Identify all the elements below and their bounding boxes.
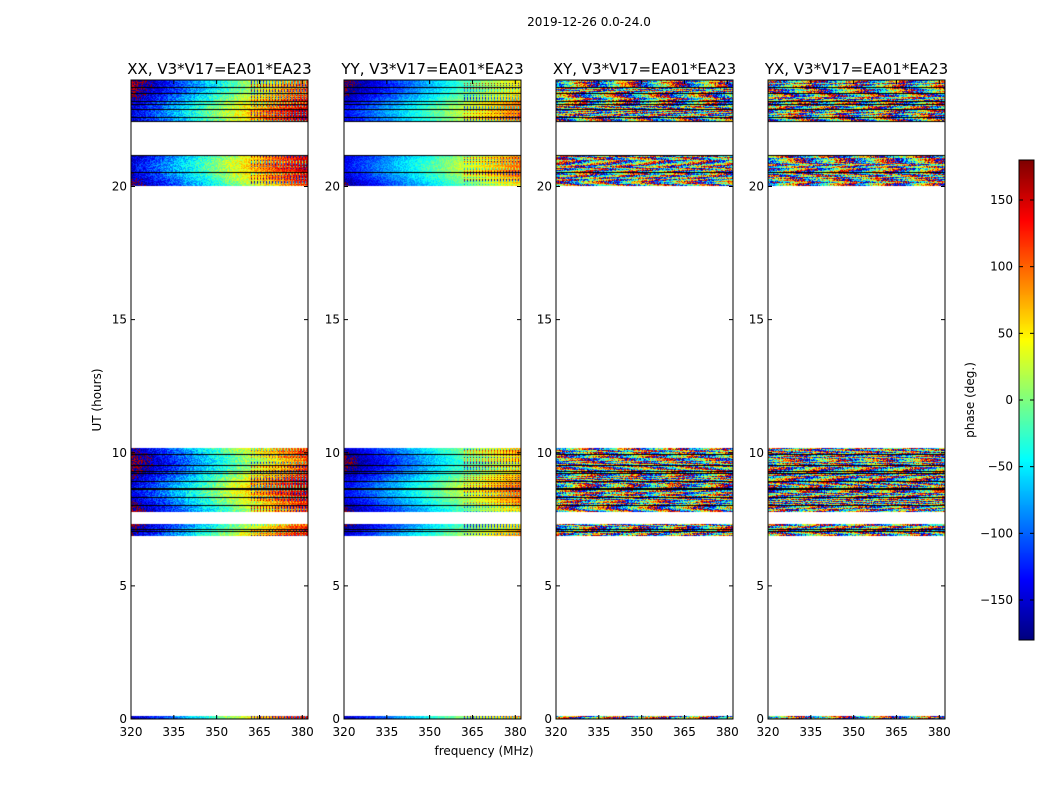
x-tick-label: 335 [375, 725, 398, 739]
x-axis-label: frequency (MHz) [434, 744, 533, 758]
colorbar-tick-label: 0 [1005, 393, 1013, 407]
colorbar-tick-label: 100 [990, 260, 1013, 274]
colorbar-tick-label: 150 [990, 193, 1013, 207]
x-tick-label: 335 [799, 725, 822, 739]
panel-2: YY, V3*V17=EA01*EA23 320 335 350 365 380 0 5 10 1… [325, 60, 527, 739]
panel-3: XY, V3*V17=EA01*EA23 320 335 350 365 380 0 5 10 1… [537, 60, 739, 739]
colorbar-tick-label: 50 [998, 326, 1013, 340]
panel-1-title: XX, V3*V17=EA01*EA23 [127, 60, 311, 78]
x-tick-label: 380 [291, 725, 314, 739]
colorbar-label: phase (deg.) [963, 362, 977, 438]
y-tick-label: 20 [749, 180, 764, 194]
y-axis-label: UT (hours) [90, 368, 104, 431]
x-tick-label: 365 [248, 725, 271, 739]
y-tick-label: 0 [119, 712, 127, 726]
panel-4-phase-image [768, 80, 945, 719]
y-tick-label: 5 [119, 579, 127, 593]
colorbar: 150 100 50 0 −50 −100 −150 phase (deg.) [963, 159, 1035, 641]
y-tick-label: 15 [749, 313, 764, 327]
panel-1: XX, V3*V17=EA01*EA23 320 335 350 365 380 0 5 10 1… [112, 60, 314, 739]
figure-suptitle: 2019-12-26 0.0-24.0 [527, 15, 651, 29]
y-tick-label: 20 [325, 180, 340, 194]
x-tick-label: 335 [587, 725, 610, 739]
panel-2-title: YY, V3*V17=EA01*EA23 [340, 60, 523, 78]
y-tick-label: 10 [325, 446, 340, 460]
colorbar-tick-label: −150 [980, 593, 1013, 607]
y-tick-label: 10 [537, 446, 552, 460]
y-tick-label: 5 [544, 579, 552, 593]
panel-1-frame [130, 79, 309, 720]
x-tick-label: 380 [716, 725, 739, 739]
x-tick-label: 365 [673, 725, 696, 739]
y-tick-label: 0 [756, 712, 764, 726]
x-tick-label: 320 [120, 725, 143, 739]
panel-3-frame [555, 79, 734, 720]
panel-4-frame [767, 79, 946, 720]
colorbar-tick-label: −100 [980, 526, 1013, 540]
x-tick-label: 320 [333, 725, 356, 739]
y-tick-label: 5 [756, 579, 764, 593]
y-tick-label: 20 [537, 180, 552, 194]
y-tick-label: 5 [332, 579, 340, 593]
y-tick-label: 15 [537, 313, 552, 327]
y-tick-label: 15 [112, 313, 127, 327]
x-tick-label: 380 [928, 725, 951, 739]
panel-1-phase-image [131, 80, 308, 719]
x-tick-label: 380 [504, 725, 527, 739]
x-tick-label: 365 [885, 725, 908, 739]
x-tick-label: 350 [205, 725, 228, 739]
colorbar-tick-label: −50 [988, 460, 1013, 474]
y-tick-label: 10 [112, 446, 127, 460]
panel-3-phase-image [556, 80, 733, 719]
x-tick-label: 365 [461, 725, 484, 739]
panels-group: XX, V3*V17=EA01*EA23 320 335 350 365 380 0 5 10 1… [112, 60, 951, 739]
panel-4-title: YX, V3*V17=EA01*EA23 [764, 60, 948, 78]
y-tick-label: 15 [325, 313, 340, 327]
y-tick-label: 0 [544, 712, 552, 726]
colorbar-gradient [1019, 160, 1034, 640]
y-tick-label: 10 [749, 446, 764, 460]
y-tick-label: 0 [332, 712, 340, 726]
x-tick-label: 350 [842, 725, 865, 739]
x-tick-label: 320 [545, 725, 568, 739]
x-tick-label: 335 [162, 725, 185, 739]
x-tick-label: 320 [757, 725, 780, 739]
x-tick-label: 350 [418, 725, 441, 739]
panel-3-title: XY, V3*V17=EA01*EA23 [553, 60, 736, 78]
panel-2-frame [343, 79, 522, 720]
x-tick-label: 350 [630, 725, 653, 739]
y-tick-label: 20 [112, 180, 127, 194]
panel-2-phase-image [344, 80, 521, 719]
panel-4: YX, V3*V17=EA01*EA23 320 335 350 365 380 0 5 10 1… [749, 60, 951, 739]
